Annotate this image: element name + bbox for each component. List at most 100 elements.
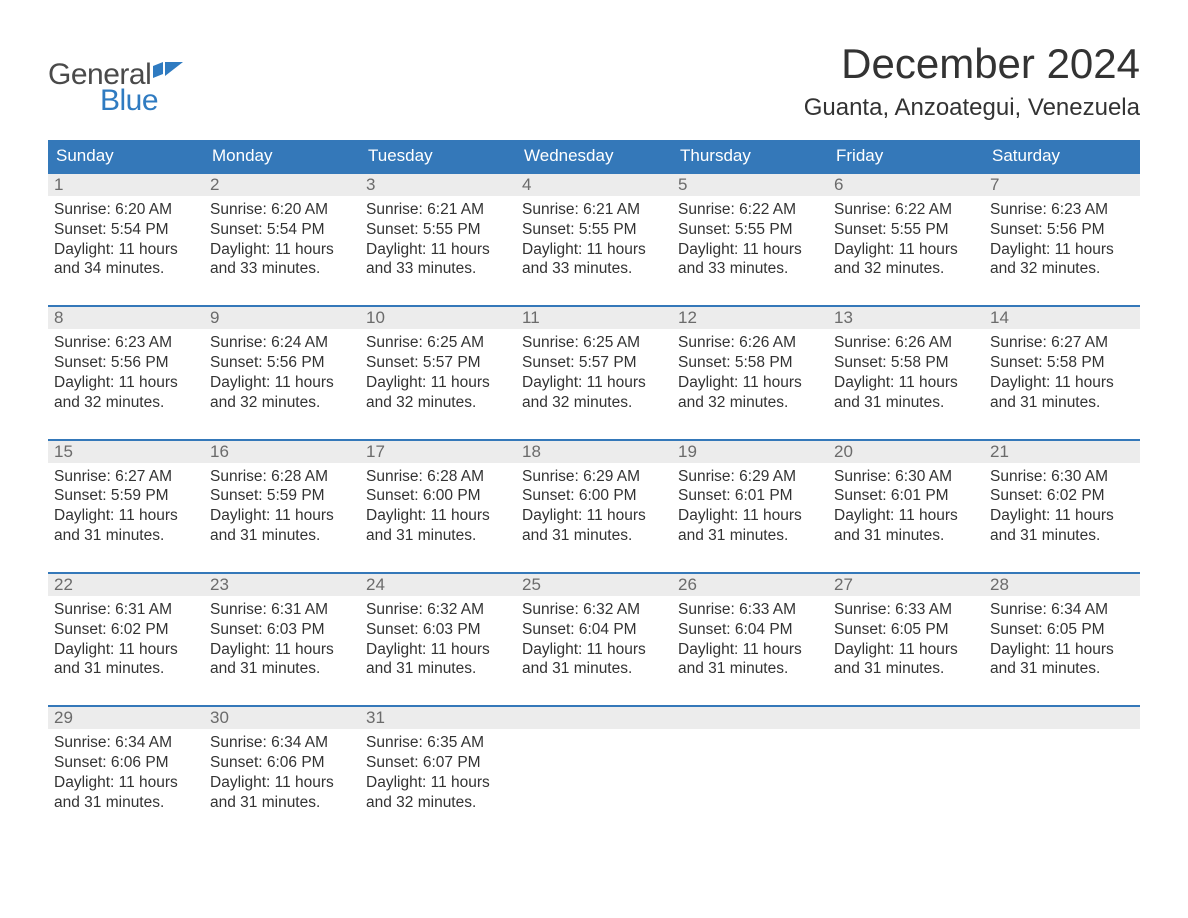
sunset-line: Sunset: 6:07 PM: [366, 753, 510, 773]
sunrise-line: Sunrise: 6:20 AM: [54, 200, 198, 220]
logo-word-blue: Blue: [100, 84, 158, 118]
day-cell: Sunrise: 6:23 AMSunset: 5:56 PMDaylight:…: [48, 329, 204, 412]
daylight-line: Daylight: 11 hours and 31 minutes.: [366, 506, 510, 546]
day-cell: Sunrise: 6:22 AMSunset: 5:55 PMDaylight:…: [828, 196, 984, 279]
daylight-line: Daylight: 11 hours and 31 minutes.: [210, 506, 354, 546]
day-number: 12: [672, 307, 828, 329]
sunrise-line: Sunrise: 6:23 AM: [54, 333, 198, 353]
day-cell: Sunrise: 6:30 AMSunset: 6:02 PMDaylight:…: [984, 463, 1140, 546]
sunrise-line: Sunrise: 6:20 AM: [210, 200, 354, 220]
sunrise-line: Sunrise: 6:33 AM: [834, 600, 978, 620]
day-cell: Sunrise: 6:29 AMSunset: 6:00 PMDaylight:…: [516, 463, 672, 546]
daylight-line: Daylight: 11 hours and 32 minutes.: [366, 373, 510, 413]
sunrise-line: Sunrise: 6:22 AM: [834, 200, 978, 220]
daylight-line: Daylight: 11 hours and 33 minutes.: [366, 240, 510, 280]
daylight-line: Daylight: 11 hours and 31 minutes.: [366, 640, 510, 680]
sunset-line: Sunset: 6:02 PM: [54, 620, 198, 640]
day-cell: Sunrise: 6:25 AMSunset: 5:57 PMDaylight:…: [360, 329, 516, 412]
sunset-line: Sunset: 6:05 PM: [834, 620, 978, 640]
daylight-line: Daylight: 11 hours and 32 minutes.: [522, 373, 666, 413]
sunrise-line: Sunrise: 6:25 AM: [522, 333, 666, 353]
sunrise-line: Sunrise: 6:34 AM: [990, 600, 1134, 620]
day-number: 11: [516, 307, 672, 329]
sunset-line: Sunset: 5:56 PM: [210, 353, 354, 373]
day-cell: Sunrise: 6:33 AMSunset: 6:04 PMDaylight:…: [672, 596, 828, 679]
day-number: 25: [516, 574, 672, 596]
day-number: 7: [984, 174, 1140, 196]
day-number-row: 1234567: [48, 174, 1140, 196]
day-number: 21: [984, 441, 1140, 463]
daylight-line: Daylight: 11 hours and 31 minutes.: [678, 506, 822, 546]
logo: General Blue: [48, 40, 187, 118]
day-number: 4: [516, 174, 672, 196]
flag-icon: [153, 62, 187, 89]
day-cell: Sunrise: 6:25 AMSunset: 5:57 PMDaylight:…: [516, 329, 672, 412]
day-number: 16: [204, 441, 360, 463]
sunset-line: Sunset: 6:02 PM: [990, 486, 1134, 506]
daylight-line: Daylight: 11 hours and 33 minutes.: [678, 240, 822, 280]
day-cell: Sunrise: 6:24 AMSunset: 5:56 PMDaylight:…: [204, 329, 360, 412]
day-number: [828, 707, 984, 729]
day-cell: Sunrise: 6:32 AMSunset: 6:03 PMDaylight:…: [360, 596, 516, 679]
day-number: 26: [672, 574, 828, 596]
sunrise-line: Sunrise: 6:32 AM: [522, 600, 666, 620]
daylight-line: Daylight: 11 hours and 31 minutes.: [54, 506, 198, 546]
day-cell: Sunrise: 6:33 AMSunset: 6:05 PMDaylight:…: [828, 596, 984, 679]
day-cell: Sunrise: 6:27 AMSunset: 5:59 PMDaylight:…: [48, 463, 204, 546]
daylight-line: Daylight: 11 hours and 31 minutes.: [678, 640, 822, 680]
sunset-line: Sunset: 6:06 PM: [54, 753, 198, 773]
day-number: 2: [204, 174, 360, 196]
sunset-line: Sunset: 6:04 PM: [678, 620, 822, 640]
sunrise-line: Sunrise: 6:27 AM: [990, 333, 1134, 353]
daylight-line: Daylight: 11 hours and 31 minutes.: [990, 506, 1134, 546]
week-row: 293031Sunrise: 6:34 AMSunset: 6:06 PMDay…: [48, 705, 1140, 812]
daylight-line: Daylight: 11 hours and 31 minutes.: [990, 640, 1134, 680]
day-number: [984, 707, 1140, 729]
dow-tuesday: Tuesday: [360, 140, 516, 172]
day-number-row: 293031: [48, 707, 1140, 729]
day-cell: Sunrise: 6:34 AMSunset: 6:05 PMDaylight:…: [984, 596, 1140, 679]
sunrise-line: Sunrise: 6:30 AM: [990, 467, 1134, 487]
sunset-line: Sunset: 6:00 PM: [366, 486, 510, 506]
daylight-line: Daylight: 11 hours and 33 minutes.: [522, 240, 666, 280]
sunset-line: Sunset: 6:00 PM: [522, 486, 666, 506]
daylight-line: Daylight: 11 hours and 32 minutes.: [990, 240, 1134, 280]
daylight-line: Daylight: 11 hours and 32 minutes.: [678, 373, 822, 413]
daylight-line: Daylight: 11 hours and 31 minutes.: [990, 373, 1134, 413]
day-number: 9: [204, 307, 360, 329]
sunset-line: Sunset: 5:54 PM: [54, 220, 198, 240]
day-number: 15: [48, 441, 204, 463]
day-cell: Sunrise: 6:29 AMSunset: 6:01 PMDaylight:…: [672, 463, 828, 546]
sunrise-line: Sunrise: 6:22 AM: [678, 200, 822, 220]
day-number: 14: [984, 307, 1140, 329]
week-row: 15161718192021Sunrise: 6:27 AMSunset: 5:…: [48, 439, 1140, 546]
sunset-line: Sunset: 5:59 PM: [54, 486, 198, 506]
sunset-line: Sunset: 5:59 PM: [210, 486, 354, 506]
day-cell: Sunrise: 6:31 AMSunset: 6:03 PMDaylight:…: [204, 596, 360, 679]
dow-monday: Monday: [204, 140, 360, 172]
sunrise-line: Sunrise: 6:25 AM: [366, 333, 510, 353]
day-number: 23: [204, 574, 360, 596]
sunrise-line: Sunrise: 6:33 AM: [678, 600, 822, 620]
sunset-line: Sunset: 6:01 PM: [834, 486, 978, 506]
day-cell: Sunrise: 6:31 AMSunset: 6:02 PMDaylight:…: [48, 596, 204, 679]
calendar: Sunday Monday Tuesday Wednesday Thursday…: [48, 140, 1140, 813]
daylight-line: Daylight: 11 hours and 32 minutes.: [210, 373, 354, 413]
day-cell: Sunrise: 6:32 AMSunset: 6:04 PMDaylight:…: [516, 596, 672, 679]
day-number: 22: [48, 574, 204, 596]
sunset-line: Sunset: 5:56 PM: [54, 353, 198, 373]
week-row: 1234567Sunrise: 6:20 AMSunset: 5:54 PMDa…: [48, 172, 1140, 279]
sunrise-line: Sunrise: 6:30 AM: [834, 467, 978, 487]
sunset-line: Sunset: 6:03 PM: [366, 620, 510, 640]
sunrise-line: Sunrise: 6:34 AM: [210, 733, 354, 753]
day-cell: Sunrise: 6:26 AMSunset: 5:58 PMDaylight:…: [672, 329, 828, 412]
sunrise-line: Sunrise: 6:29 AM: [522, 467, 666, 487]
daylight-line: Daylight: 11 hours and 31 minutes.: [210, 640, 354, 680]
day-cell: Sunrise: 6:34 AMSunset: 6:06 PMDaylight:…: [48, 729, 204, 812]
day-number: 31: [360, 707, 516, 729]
sunrise-line: Sunrise: 6:35 AM: [366, 733, 510, 753]
sunset-line: Sunset: 5:55 PM: [522, 220, 666, 240]
daylight-line: Daylight: 11 hours and 34 minutes.: [54, 240, 198, 280]
sunrise-line: Sunrise: 6:23 AM: [990, 200, 1134, 220]
day-cell: Sunrise: 6:23 AMSunset: 5:56 PMDaylight:…: [984, 196, 1140, 279]
